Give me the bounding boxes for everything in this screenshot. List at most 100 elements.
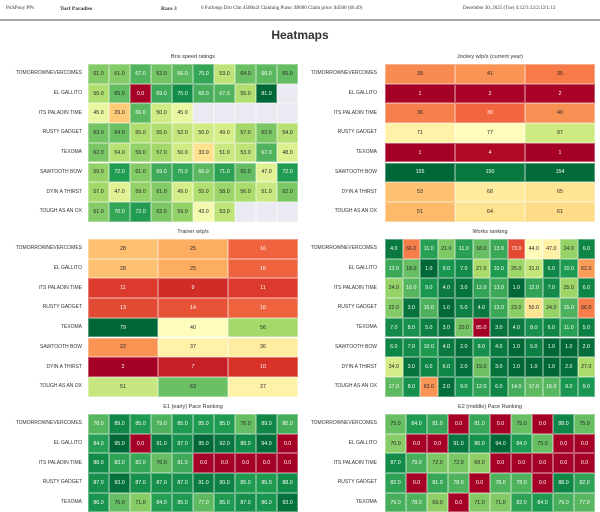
heatmap-cell: 48.0	[277, 142, 298, 163]
heatmap-cell: 77.0	[574, 492, 595, 512]
heatmap-cell: 88.0	[88, 453, 109, 474]
heatmap-cell: 59.0	[88, 162, 109, 183]
heatmap-cell: 51.0	[256, 182, 277, 202]
heatmap-cell: 8.0	[402, 376, 420, 397]
heatmap-cell: 61.0	[130, 162, 151, 183]
heatmap-cell: 69.0	[151, 83, 172, 104]
heatmap-cell: 67.0	[214, 83, 235, 104]
heatmap-cell: 59.0	[130, 182, 151, 202]
heatmap-cell: 39	[385, 64, 455, 84]
heatmap-cell: 2.0	[455, 337, 473, 358]
heatmap-cell: 9.0	[577, 376, 595, 397]
heatmap-cell: 17.0	[525, 376, 543, 397]
heatmap-cell: 47.0	[542, 239, 560, 259]
heatmap-cell: 7.0	[385, 317, 403, 338]
heatmap-cell: 24.0	[385, 278, 403, 299]
heatmap-cell: 7.0	[402, 337, 420, 358]
heatmap-cell	[235, 103, 256, 124]
heatmap-cell	[277, 83, 298, 104]
heatmap-cell: 3.0	[437, 317, 455, 338]
heatmap-cell: 55.0	[88, 83, 109, 104]
heatmap-cell: 2.0	[560, 357, 578, 377]
heatmap-cell: 77.0	[193, 492, 214, 512]
heatmap-cell: 53.0	[235, 142, 256, 163]
heatmap-cell: 65	[525, 182, 595, 202]
heatmap-cell: 11.0	[420, 239, 438, 259]
row-label: TEXOMA	[60, 499, 82, 506]
heatmap-cell: 1.0	[420, 258, 438, 279]
row-label: DYIN A THIRST	[46, 363, 82, 370]
heatmap-cell: 59.0	[172, 201, 193, 222]
row-label: RUSTY GADGET	[42, 479, 82, 486]
heatmap-cell: 7	[158, 357, 228, 377]
row-label: ITS PALADIN TIME	[333, 109, 377, 116]
heatmap-cell: 57.0	[151, 142, 172, 163]
row-label: RUSTY GADGET	[337, 304, 377, 311]
heatmap-cell: 61	[525, 201, 595, 222]
heatmap-cell: 11.0	[560, 317, 578, 338]
heatmap-cell: 56	[228, 317, 298, 338]
heatmap-cell: 82.0	[385, 473, 406, 493]
row-label: SAWTOOTH BOW	[335, 343, 377, 350]
row-label: DYIN A THIRST	[341, 188, 377, 195]
heatmap-cell: 2	[455, 83, 525, 104]
heatmap-cell: 55.0	[151, 123, 172, 143]
heatmap-cell: 64.0	[109, 123, 130, 143]
heatmap-cell: 2	[88, 357, 158, 377]
heatmap-cell: 87.0	[151, 473, 172, 493]
heatmap-cell: 86.0	[469, 433, 490, 454]
heatmap-cell: 85.0	[256, 473, 277, 493]
heatmap-cell: 63.0	[88, 123, 109, 143]
heatmap-cell: 27.0	[472, 258, 490, 279]
heatmap-cell: 75.0	[172, 83, 193, 104]
heatmap-cell: 13.0	[385, 258, 403, 279]
heatmap-cell: 0.0	[256, 453, 277, 474]
heatmap-cell: 70.0	[385, 433, 406, 454]
heatmap-cell: 47.0	[109, 182, 130, 202]
heatmap-cell: 65.0	[235, 162, 256, 183]
heatmap-cell: 23.0	[507, 298, 525, 318]
row-label: TOUGH AS AN OX	[39, 383, 82, 390]
heatmap-cell: 4.0	[507, 317, 525, 338]
heatmap-cell: 6.0	[490, 376, 508, 397]
heatmap-cell: 0.0	[448, 414, 469, 434]
row-label: TOMORROWNEVERCOMES	[310, 70, 377, 77]
heatmap-cell: 0.0	[235, 453, 256, 474]
heatmap-cell: 0.0	[448, 492, 469, 512]
heatmap-cell: 28	[88, 239, 158, 259]
heatmap-cell: 0.0	[532, 414, 553, 434]
heatmap-cell: 79.0	[151, 414, 172, 434]
heatmap-cell: 81.0	[172, 453, 193, 474]
heatmap-cell: 91.0	[151, 433, 172, 454]
heatmap-cell: 29.0	[109, 103, 130, 124]
heatmap-cell: 71.0	[490, 492, 511, 512]
heatmap-cell: 9.0	[437, 258, 455, 279]
heatmap-cell: 85.0	[214, 492, 235, 512]
heatmap-cell: 0.0	[406, 473, 427, 493]
heatmap-cell: 0.0	[469, 473, 490, 493]
heatmap-cell: 85.0	[130, 414, 151, 434]
heatmap-cell: 72.0	[448, 453, 469, 474]
heatmap-cell: 53	[385, 182, 455, 202]
heatmap-cell: 78.0	[406, 492, 427, 512]
heatmap-cell: 75.0	[385, 414, 406, 434]
heatmap-cell: 1.0	[507, 357, 525, 377]
heatmap-cell: 12.0	[472, 376, 490, 397]
heatmap-cell: 69.0	[151, 162, 172, 183]
heatmap-cell: 2.0	[437, 376, 455, 397]
heatmap-cell: 53.0	[214, 201, 235, 222]
heatmap-cell: 44.0	[525, 239, 543, 259]
row-label: TEXOMA	[355, 324, 377, 331]
heatmap-cell: 3.0	[402, 357, 420, 377]
heatmap-cell: 89.0	[109, 414, 130, 434]
heatmap-cell: 90.0	[214, 473, 235, 493]
heatmap-cell: 55.0	[130, 123, 151, 143]
heatmap-cell: 2.0	[577, 337, 595, 358]
heatmap-cell: 37	[228, 376, 298, 397]
heatmap-cell	[256, 103, 277, 124]
heatmap-cell: 50.0	[172, 142, 193, 163]
heatmap-cell: 71.0	[469, 492, 490, 512]
chart-title: E2 (middle) Pace Ranking	[458, 404, 522, 410]
row-label: EL GALLITO	[53, 265, 82, 272]
heatmap-cell: 73.0	[507, 239, 525, 259]
